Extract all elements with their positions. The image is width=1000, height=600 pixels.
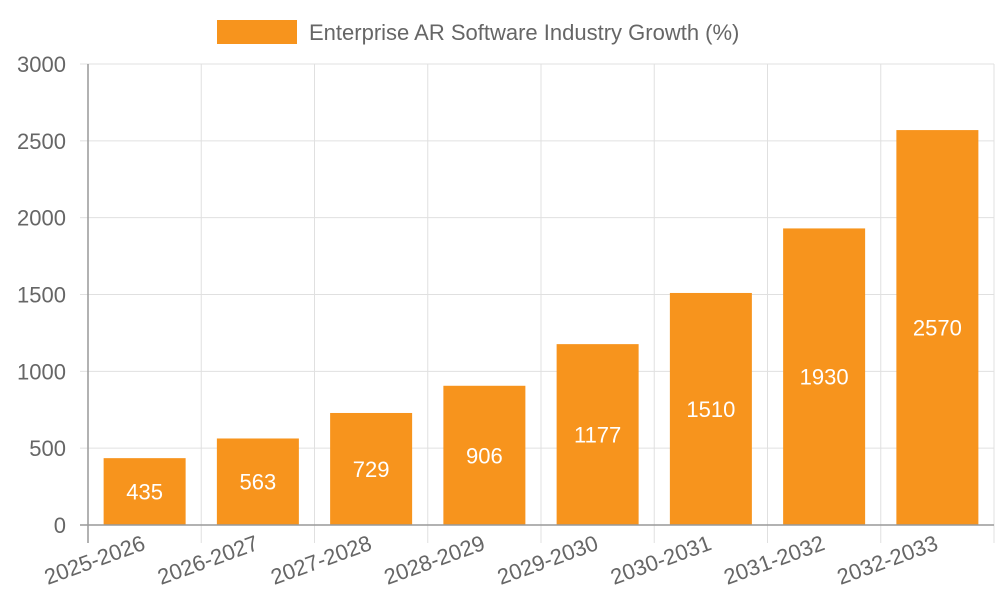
y-tick-label: 1000	[17, 359, 66, 384]
bar-value-label: 2570	[913, 316, 962, 341]
data-labels: 435 563 729 906 1177 1510 1930 2570	[126, 316, 962, 505]
x-tick-label: 2031-2032	[720, 530, 827, 589]
x-tick-label: 2026-2027	[154, 530, 261, 589]
x-tick-label: 2028-2029	[381, 530, 488, 589]
y-tick-label: 0	[54, 513, 66, 538]
grid	[80, 63, 995, 543]
y-tick-label: 2000	[17, 206, 66, 231]
bar-value-label: 906	[466, 443, 503, 468]
y-tick-label: 3000	[17, 52, 66, 77]
bar-value-label: 1930	[800, 365, 849, 390]
x-tick-label: 2030-2031	[607, 530, 714, 589]
bar	[896, 130, 979, 525]
x-tick-label: 2029-2030	[494, 530, 601, 589]
bar	[669, 292, 752, 525]
legend: Enterprise AR Software Industry Growth (…	[217, 20, 739, 45]
bar	[783, 228, 866, 525]
bar-value-label: 435	[126, 480, 163, 505]
y-axis-ticks: 0 500 1000 1500 2000 2500 3000	[17, 52, 66, 538]
x-tick-label: 2027-2028	[267, 530, 374, 589]
bar	[330, 412, 413, 525]
y-tick-label: 1500	[17, 283, 66, 308]
y-tick-label: 500	[29, 436, 66, 461]
bar	[216, 438, 299, 525]
legend-swatch	[217, 20, 297, 44]
bar	[103, 458, 186, 525]
bar-value-label: 1177	[574, 423, 621, 448]
bar-value-label: 729	[353, 457, 390, 482]
y-tick-label: 2500	[17, 129, 66, 154]
bar-value-label: 563	[240, 470, 277, 495]
legend-label: Enterprise AR Software Industry Growth (…	[309, 20, 739, 45]
bar	[556, 344, 639, 525]
bar-value-label: 1510	[686, 397, 735, 422]
bars	[103, 130, 979, 525]
bar	[443, 385, 526, 525]
axes	[80, 64, 994, 543]
x-tick-label: 2025-2026	[41, 530, 148, 589]
x-tick-label: 2032-2033	[834, 530, 941, 589]
x-axis-ticks: 2025-2026 2026-2027 2027-2028 2028-2029 2029…	[41, 530, 941, 589]
